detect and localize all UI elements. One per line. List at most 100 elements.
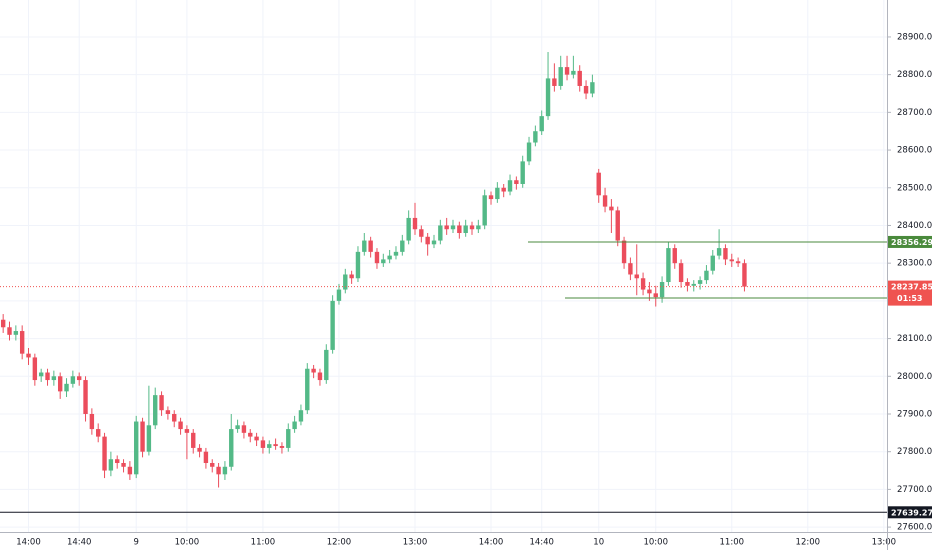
candle-body [564,67,570,75]
candle-body [723,248,728,260]
candle-body [241,425,247,433]
candle-body [267,444,272,448]
candle-body [153,395,158,426]
candle-body [216,466,221,475]
candle-body [425,236,430,245]
candle-body [146,425,152,452]
candle-body [134,421,139,475]
candle-body [343,274,348,290]
x-tick-label: 10:00 [643,538,668,548]
candle-body [96,429,101,437]
candle-body [26,353,31,358]
candle-body [602,195,608,207]
candle-body [381,259,386,264]
candle-body [222,466,228,475]
candle-body [273,444,278,447]
candle-body [678,263,684,283]
candle-body [127,466,133,475]
candle-body [621,240,627,264]
candle-body [476,225,481,230]
candle-body [121,463,126,467]
candle-body [577,70,582,86]
candle-body [507,180,513,192]
candle-body [0,319,6,328]
candle-body [539,116,544,132]
candle-body [260,440,266,448]
candle-body [526,142,532,162]
candle-body [368,240,373,252]
candle-body [311,368,316,373]
candle-body [596,172,601,196]
candle-body [229,429,234,467]
candle-body [165,410,171,414]
candle-body [83,380,88,414]
candle-body [520,161,525,184]
candle-body [45,372,50,381]
candle-body [653,293,658,298]
level-label: 28356.29 [891,238,932,247]
candle-body [387,255,392,260]
candle-body [102,436,107,471]
countdown: 01:53 [897,294,922,303]
candle-body [374,251,380,264]
candle-body [248,432,253,437]
candle-body [488,195,494,200]
candle-body [108,459,114,471]
candle-body [305,368,310,411]
last-price-label: 28237.85 [891,283,932,292]
x-tick-label: 14:00 [479,538,504,548]
x-tick-label: 14:00 [16,538,41,548]
candle-body [64,383,69,392]
candle-body [431,240,437,245]
y-tick-label: 28900.00 [897,32,932,42]
candle-body [615,210,620,241]
level-label: 27639.27 [891,508,932,517]
candle-body [729,259,734,262]
candle-body [716,248,722,256]
candle-body [647,289,652,294]
candle-body [463,225,468,234]
y-tick-label: 28600.00 [897,146,932,156]
candle-body [115,459,120,464]
y-tick-label: 28500.00 [897,183,932,193]
y-tick-label: 28400.00 [897,221,932,231]
candle-body [583,85,589,94]
x-tick-label: 13:00 [872,538,897,548]
candle-body [634,274,639,279]
candle-body [178,421,183,430]
candle-body [501,187,506,192]
x-tick-label: 12:00 [796,538,821,548]
y-tick-label: 27800.00 [897,447,932,457]
candle-body [197,447,202,452]
candle-body [254,436,259,441]
candle-body [735,261,741,264]
candle-body [672,248,677,264]
x-tick-label: 11:00 [720,538,745,548]
candle-body [317,372,323,381]
candle-body [419,229,424,237]
candle-body [279,446,285,448]
candle-body [533,131,538,143]
candle-body [469,225,475,230]
candle-body [89,413,95,430]
y-tick-label: 27700.00 [897,485,932,495]
level-badge [888,235,932,248]
candle-body [514,180,519,184]
last-price-badge [888,280,932,306]
y-tick-label: 28700.00 [897,108,932,118]
candle-body [545,78,551,117]
candle-body [393,251,399,256]
candle-body [292,421,297,430]
x-tick-label: 11:00 [251,538,276,548]
candle-body [552,78,557,86]
x-tick-label: 14:40 [67,538,92,548]
y-tick-label: 27600.00 [897,523,932,533]
candle-body [38,372,44,377]
y-tick-label: 27900.00 [897,409,932,419]
candle-body [691,283,696,286]
candle-body [412,217,418,230]
candle-body [697,280,703,284]
x-tick-label: 13:00 [403,538,428,548]
candle-body [184,429,190,433]
